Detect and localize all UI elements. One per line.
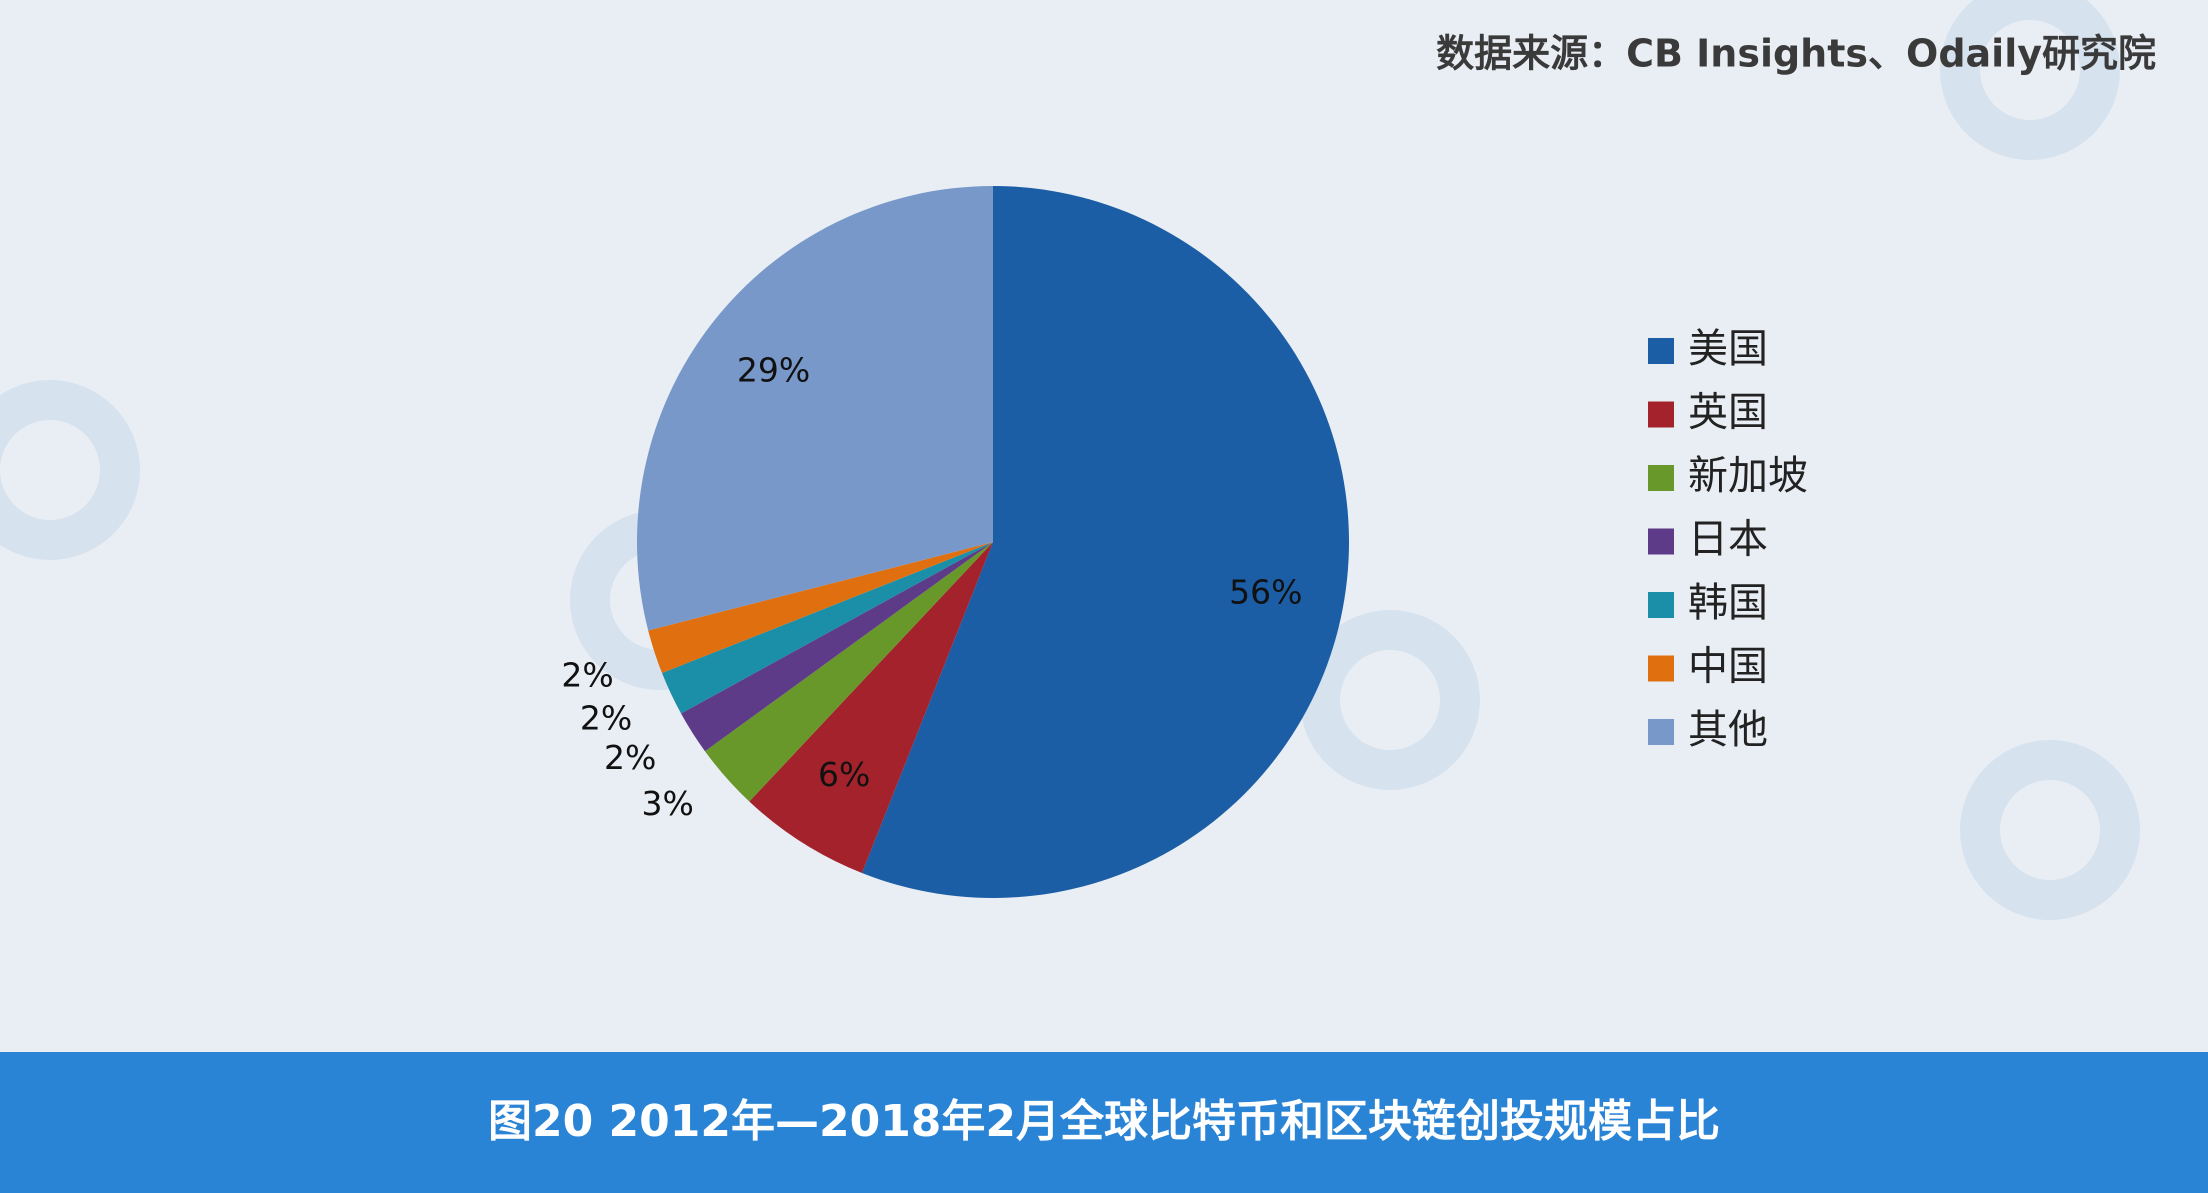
legend-swatch [1648, 338, 1674, 364]
legend-swatch [1648, 719, 1674, 745]
pie-slice [681, 542, 993, 752]
data-label: 2% [580, 698, 632, 737]
legend-swatch [1648, 401, 1674, 428]
data-label: 2% [604, 738, 656, 777]
data-label: 2% [561, 656, 613, 695]
caption-band [0, 1052, 2208, 1193]
pie: 56%6%3%2%2%2%29% [561, 186, 1349, 898]
legend-label: 其他 [1688, 707, 1768, 753]
chart-title: 图20 2012年—2018年2月全球比特币和区块链创投规模占比 [488, 1096, 1720, 1147]
legend-swatch [1648, 592, 1674, 618]
pie-slice [648, 542, 993, 674]
source: 数据来源：CB Insights、Odaily研究院 [1436, 32, 2156, 76]
pie-slice [661, 542, 993, 714]
data-label: 6% [818, 755, 870, 794]
legend-label: 新加坡 [1688, 453, 1808, 499]
pie-slice [861, 186, 1349, 898]
legend-label: 日本 [1688, 517, 1768, 563]
legend-swatch [1648, 528, 1674, 555]
legend-label: 英国 [1688, 390, 1768, 436]
pie-slice [637, 186, 993, 631]
legend-label: 中国 [1688, 644, 1768, 690]
data-label: 56% [1229, 573, 1302, 612]
pie-slice [749, 542, 993, 874]
data-label: 29% [737, 350, 810, 389]
legend-swatch [1648, 465, 1674, 491]
legend-label: 韩国 [1688, 580, 1768, 626]
legend-swatch [1648, 655, 1674, 682]
pie-slice [704, 542, 993, 802]
data-label: 3% [642, 784, 694, 823]
legend-label: 美国 [1688, 326, 1768, 372]
